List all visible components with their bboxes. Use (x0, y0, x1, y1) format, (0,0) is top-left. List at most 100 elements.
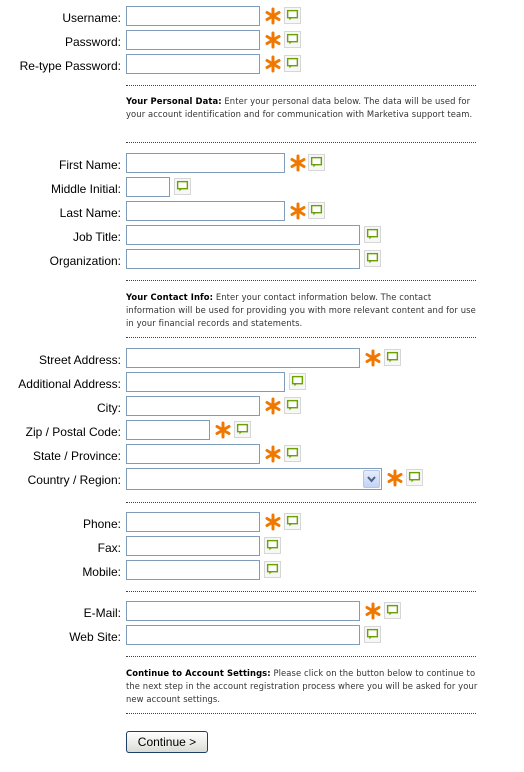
speech-bubble-hint-icon[interactable] (308, 202, 325, 219)
state-label: State / Province: (32, 449, 121, 463)
additional-address-input[interactable] (126, 372, 285, 392)
last-name-input[interactable] (126, 201, 285, 221)
required-asterisk-icon (264, 445, 282, 463)
speech-bubble-hint-icon[interactable] (284, 513, 301, 530)
mobile-row: Mobile: (0, 560, 524, 584)
retype-password-label: Re-type Password: (19, 59, 121, 73)
required-asterisk-icon (264, 397, 282, 415)
speech-bubble-hint-icon[interactable] (284, 445, 301, 462)
email-input[interactable] (126, 601, 360, 621)
email-label: E-Mail: (83, 606, 121, 620)
required-asterisk-icon (364, 349, 382, 367)
username-label: Username: (62, 11, 121, 25)
additional-address-label: Additional Address: (18, 377, 121, 391)
required-asterisk-icon (264, 7, 282, 25)
fax-row: Fax: (0, 536, 524, 560)
street-address-input[interactable] (126, 348, 360, 368)
section-divider (126, 280, 476, 281)
street-address-label: Street Address: (38, 353, 121, 367)
website-row: Web Site: (0, 625, 524, 649)
mobile-label: Mobile: (82, 565, 121, 579)
zip-input[interactable] (126, 420, 210, 440)
speech-bubble-hint-icon[interactable] (384, 349, 401, 366)
username-row: Username: (0, 6, 524, 30)
fax-input[interactable] (126, 536, 260, 556)
middle-initial-row: Middle Initial: (0, 177, 524, 201)
required-asterisk-icon (289, 202, 307, 220)
city-row: City: (0, 396, 524, 420)
state-input[interactable] (126, 444, 260, 464)
first-name-label: First Name: (58, 158, 121, 172)
retype-password-input[interactable] (126, 54, 260, 74)
speech-bubble-hint-icon[interactable] (406, 469, 423, 486)
speech-bubble-hint-icon[interactable] (364, 250, 381, 267)
required-asterisk-icon (264, 31, 282, 49)
additional-address-row: Additional Address: (0, 372, 524, 396)
speech-bubble-hint-icon[interactable] (284, 7, 301, 24)
speech-bubble-hint-icon[interactable] (364, 226, 381, 243)
country-label: Country / Region: (27, 473, 121, 487)
last-name-row: Last Name: (0, 201, 524, 225)
password-input[interactable] (126, 30, 260, 50)
section-divider (126, 337, 476, 338)
phone-label: Phone: (82, 517, 121, 531)
continue-button[interactable]: Continue > (126, 731, 208, 753)
organization-label: Organization: (49, 254, 121, 268)
speech-bubble-hint-icon[interactable] (284, 55, 301, 72)
speech-bubble-hint-icon[interactable] (264, 537, 281, 554)
section-divider (126, 656, 476, 657)
country-row: Country / Region: (0, 468, 524, 492)
required-asterisk-icon (214, 421, 232, 439)
state-row: State / Province: (0, 444, 524, 468)
section-divider (126, 502, 476, 503)
zip-row: Zip / Postal Code: (0, 420, 524, 444)
first-name-row: First Name: (0, 153, 524, 177)
speech-bubble-hint-icon[interactable] (284, 31, 301, 48)
chevron-down-icon[interactable] (363, 470, 380, 488)
contact-info-text: Enter your contact information below. Th… (126, 292, 476, 328)
phone-row: Phone: (0, 512, 524, 536)
city-input[interactable] (126, 396, 260, 416)
city-label: City: (97, 401, 121, 415)
phone-input[interactable] (126, 512, 260, 532)
website-label: Web Site: (69, 630, 121, 644)
speech-bubble-hint-icon[interactable] (234, 421, 251, 438)
required-asterisk-icon (364, 602, 382, 620)
speech-bubble-hint-icon[interactable] (308, 154, 325, 171)
job-title-row: Job Title: (0, 225, 524, 249)
organization-row: Organization: (0, 249, 524, 273)
country-select[interactable] (126, 468, 382, 490)
speech-bubble-hint-icon[interactable] (289, 373, 306, 390)
speech-bubble-hint-icon[interactable] (264, 561, 281, 578)
speech-bubble-hint-icon[interactable] (364, 626, 381, 643)
personal-data-heading: Your Personal Data: (126, 96, 222, 106)
speech-bubble-hint-icon[interactable] (384, 602, 401, 619)
organization-input[interactable] (126, 249, 360, 269)
contact-info-heading: Your Contact Info: (126, 292, 214, 302)
required-asterisk-icon (386, 469, 404, 487)
required-asterisk-icon (289, 154, 307, 172)
job-title-label: Job Title: (72, 230, 121, 244)
continue-info: Continue to Account Settings: Please cli… (126, 667, 478, 706)
section-divider (126, 85, 476, 86)
street-address-row: Street Address: (0, 348, 524, 372)
speech-bubble-hint-icon[interactable] (174, 178, 191, 195)
mobile-input[interactable] (126, 560, 260, 580)
email-row: E-Mail: (0, 601, 524, 625)
first-name-input[interactable] (126, 153, 285, 173)
required-asterisk-icon (264, 513, 282, 531)
required-asterisk-icon (264, 55, 282, 73)
username-input[interactable] (126, 6, 260, 26)
section-divider (126, 713, 476, 714)
job-title-input[interactable] (126, 225, 360, 245)
speech-bubble-hint-icon[interactable] (284, 397, 301, 414)
middle-initial-input[interactable] (126, 177, 170, 197)
continue-info-text: Please click on the button below to cont… (126, 668, 478, 704)
password-label: Password: (64, 35, 121, 49)
fax-label: Fax: (97, 541, 121, 555)
continue-info-heading: Continue to Account Settings: (126, 668, 271, 678)
retype-password-row: Re-type Password: (0, 54, 524, 78)
website-input[interactable] (126, 625, 360, 645)
personal-data-text: Enter your personal data below. The data… (126, 96, 473, 119)
personal-data-info: Your Personal Data: Enter your personal … (126, 95, 478, 121)
